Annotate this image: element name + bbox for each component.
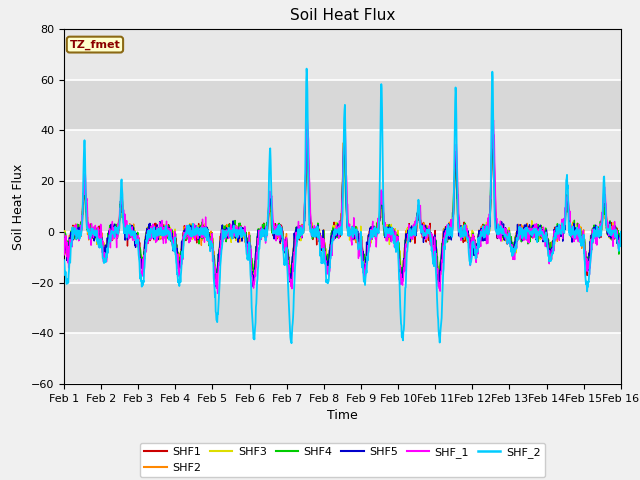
SHF_2 [552,230,559,236]
SHF_1 [214,290,221,296]
SHF4 [502,238,510,243]
SHF1 [617,229,625,235]
Line: SHF3: SHF3 [64,140,621,278]
SHF5 [60,236,68,242]
SHF3 [184,230,191,236]
Bar [64,80,621,130]
SHF5 [502,226,510,232]
SHF1 [429,240,436,246]
Line: SHF2: SHF2 [64,137,621,278]
Title: Soil Heat Flux: Soil Heat Flux [290,9,395,24]
Bar [64,333,621,384]
Bar [64,283,621,333]
SHF3 [170,241,178,247]
SHF1 [170,239,178,244]
SHF_2 [287,340,295,346]
SHF4 [303,141,310,147]
SHF4 [184,228,191,234]
SHF1 [489,129,497,135]
Line: SHF4: SHF4 [64,144,621,277]
SHF_1 [303,117,311,123]
SHF_2 [184,229,191,235]
SHF_1 [60,230,68,236]
Bar [64,181,621,232]
SHF4 [617,229,625,235]
Line: SHF5: SHF5 [64,129,621,287]
Line: SHF_1: SHF_1 [64,120,621,293]
Bar [64,29,621,80]
SHF_1 [617,229,625,235]
SHF1 [502,236,510,241]
Text: TZ_fmet: TZ_fmet [70,39,120,50]
SHF_1 [246,261,254,266]
SHF5 [170,245,178,251]
SHF2 [287,276,294,281]
SHF1 [435,282,443,288]
Legend: SHF1, SHF2, SHF3, SHF4, SHF5, SHF_1, SHF_2: SHF1, SHF2, SHF3, SHF4, SHF5, SHF_1, SHF… [140,443,545,477]
SHF4 [170,240,178,246]
SHF3 [429,245,437,251]
SHF3 [617,229,625,235]
SHF_2 [617,229,625,235]
SHF3 [60,233,68,239]
SHF_2 [429,259,437,264]
SHF3 [502,231,510,237]
SHF4 [286,274,294,280]
SHF5 [246,243,254,249]
SHF_2 [303,66,310,72]
SHF_1 [552,234,559,240]
SHF3 [246,246,254,252]
SHF3 [489,137,497,143]
SHF4 [60,234,68,240]
SHF_1 [170,240,178,245]
SHF4 [246,246,254,252]
SHF2 [60,237,68,243]
SHF3 [552,233,559,239]
Bar [64,130,621,181]
Line: SHF_2: SHF_2 [64,69,621,343]
SHF5 [184,232,191,238]
SHF2 [502,231,510,237]
SHF1 [60,228,68,234]
SHF5 [212,284,220,289]
SHF1 [184,231,191,237]
SHF4 [429,245,437,251]
SHF4 [552,229,559,235]
SHF_1 [429,243,437,249]
SHF_1 [184,227,191,233]
SHF5 [552,236,559,242]
SHF2 [552,235,559,241]
SHF_2 [502,233,510,239]
SHF_1 [502,229,510,235]
SHF_2 [60,257,68,263]
Y-axis label: Soil Heat Flux: Soil Heat Flux [12,163,25,250]
SHF2 [170,236,178,241]
SHF3 [398,276,406,281]
Bar [64,232,621,283]
SHF5 [303,126,311,132]
X-axis label: Time: Time [327,409,358,422]
SHF_2 [170,246,178,252]
SHF_2 [246,261,254,267]
SHF2 [246,244,254,250]
SHF2 [617,229,625,235]
SHF1 [246,244,254,250]
SHF2 [303,134,311,140]
SHF2 [184,231,191,237]
SHF5 [429,246,437,252]
SHF1 [552,228,559,233]
Line: SHF1: SHF1 [64,132,621,285]
SHF2 [429,237,437,242]
SHF5 [617,229,625,235]
